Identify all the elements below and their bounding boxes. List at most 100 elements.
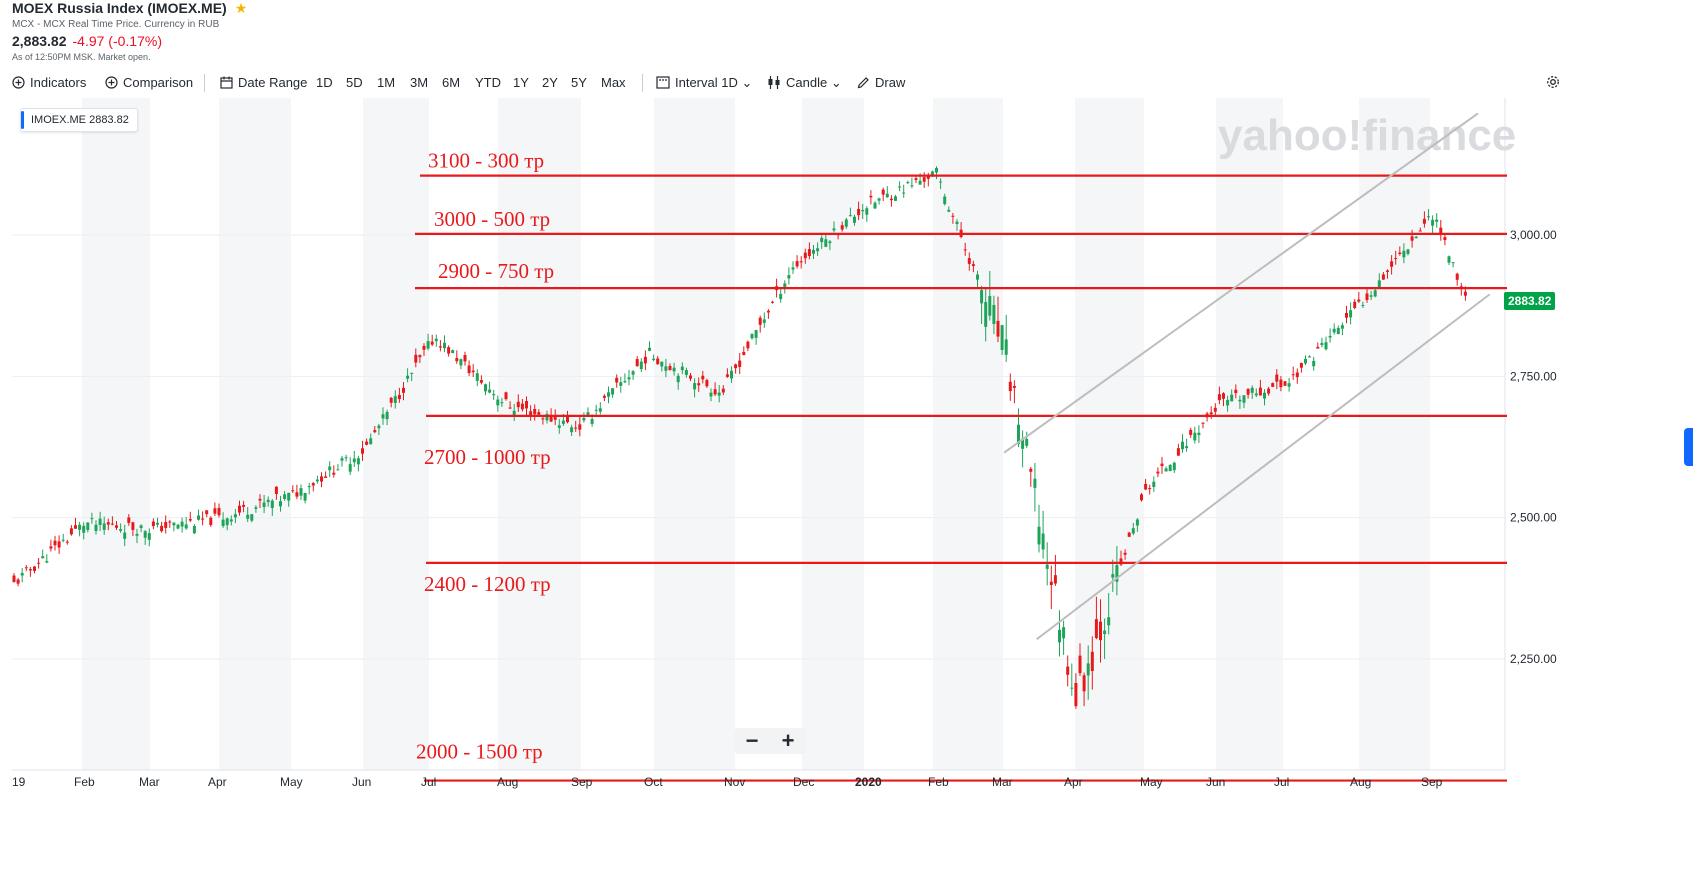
- candle-body: [1369, 295, 1373, 297]
- candle-body: [188, 519, 192, 521]
- candle-body: [426, 341, 430, 349]
- candle-body: [410, 372, 414, 374]
- range-max[interactable]: Max: [601, 75, 626, 90]
- candle-body: [881, 189, 885, 195]
- candle-body: [795, 261, 799, 267]
- gridlines: [12, 98, 1506, 771]
- candle-body: [832, 228, 836, 231]
- range-5y[interactable]: 5Y: [571, 75, 587, 90]
- candle-body: [520, 403, 524, 410]
- side-panel-tab[interactable]: [1684, 428, 1693, 466]
- candle-body: [750, 333, 754, 339]
- candle-body: [1349, 310, 1353, 318]
- settings-button[interactable]: [1546, 75, 1565, 90]
- candle-body: [643, 356, 647, 364]
- interval-dropdown[interactable]: Interval 1D ⌄: [656, 75, 752, 91]
- candle-body: [1066, 666, 1070, 675]
- range-5d[interactable]: 5D: [346, 75, 363, 90]
- candle-body: [1394, 258, 1398, 260]
- range-3m[interactable]: 3M: [410, 75, 429, 90]
- chart-type-dropdown[interactable]: Candle ⌄: [767, 75, 842, 91]
- candle-body: [598, 408, 602, 412]
- candle-body: [352, 458, 356, 463]
- level-label: 2700 - 1000 тр: [424, 445, 551, 469]
- candle-body: [680, 366, 684, 371]
- candle-body: [119, 529, 123, 531]
- range-2y[interactable]: 2Y: [542, 75, 558, 90]
- candle-body: [684, 370, 688, 375]
- candle-body: [1336, 328, 1340, 335]
- candle-body: [561, 420, 565, 424]
- candle-body: [1324, 342, 1328, 350]
- candle-body: [848, 215, 852, 217]
- candle-body: [578, 424, 582, 430]
- candle-body: [45, 561, 49, 563]
- candle-body: [541, 418, 545, 420]
- candle-body: [656, 358, 660, 365]
- y-tick-label: 2,500.00: [1510, 511, 1557, 525]
- candle-body: [1238, 399, 1242, 402]
- month-band: [82, 98, 150, 770]
- candle-body: [69, 528, 73, 535]
- x-tick-label: Sep: [571, 775, 593, 789]
- candle-body: [758, 317, 762, 325]
- range-1m[interactable]: 1M: [377, 75, 396, 90]
- candle-body: [791, 267, 795, 270]
- candle-body: [53, 540, 57, 546]
- candle-body: [857, 208, 861, 216]
- candle-body: [475, 373, 479, 381]
- candle-body: [762, 319, 766, 323]
- comparison-button[interactable]: Comparison: [105, 75, 193, 90]
- zoom-in-button[interactable]: +: [781, 728, 795, 753]
- candle-body: [1000, 325, 1004, 350]
- candle-body: [127, 517, 131, 523]
- x-tick-label: Feb: [74, 775, 95, 789]
- candle-body: [74, 525, 77, 529]
- interval-label: Interval: [675, 75, 718, 90]
- candle-body: [151, 521, 155, 527]
- candle-body: [1361, 304, 1365, 306]
- range-1y[interactable]: 1Y: [513, 75, 529, 90]
- candle-body: [242, 504, 246, 507]
- candle-body: [447, 347, 451, 354]
- candle-body: [1234, 389, 1238, 394]
- candle-body: [303, 492, 307, 501]
- range-1d[interactable]: 1D: [316, 75, 333, 90]
- candle-body: [988, 296, 992, 316]
- range-6m[interactable]: 6M: [442, 75, 461, 90]
- candle-body: [1455, 273, 1459, 280]
- plus-circle-icon: [12, 76, 25, 89]
- candle-body: [1156, 471, 1160, 474]
- draw-button[interactable]: Draw: [857, 75, 905, 90]
- candle-body: [1427, 216, 1430, 218]
- candle-body: [479, 380, 483, 383]
- candle-body: [1021, 438, 1025, 449]
- series-legend[interactable]: IMOEX.ME 2883.82: [20, 108, 138, 132]
- candle-body: [1213, 407, 1217, 412]
- candle-body: [1123, 552, 1127, 555]
- candle-body: [1414, 236, 1418, 239]
- x-tick-label: Dec: [793, 775, 814, 789]
- candle-body: [1304, 358, 1307, 364]
- indicators-button[interactable]: Indicators: [12, 75, 86, 90]
- candle-body: [86, 522, 90, 530]
- candle-body: [16, 579, 20, 584]
- star-icon[interactable]: ★: [234, 0, 248, 16]
- candle-body: [1381, 274, 1385, 280]
- calendar-icon: [220, 76, 233, 89]
- candle-body: [414, 354, 418, 363]
- candle-body: [660, 361, 664, 367]
- range-ytd[interactable]: YTD: [475, 75, 501, 90]
- candle-body: [557, 425, 561, 428]
- x-tick-label: Sep: [1421, 775, 1443, 789]
- y-tick-label: 2,750.00: [1510, 369, 1557, 383]
- zoom-out-button[interactable]: −: [745, 728, 759, 753]
- candle-body: [976, 274, 979, 280]
- candle-body: [463, 354, 467, 362]
- x-tick-label: Mar: [992, 775, 1013, 789]
- date-range-button[interactable]: Date Range: [220, 75, 307, 90]
- last-price-tag: 2883.82: [1504, 292, 1556, 310]
- candle-body: [537, 412, 541, 415]
- candle-body: [291, 490, 295, 492]
